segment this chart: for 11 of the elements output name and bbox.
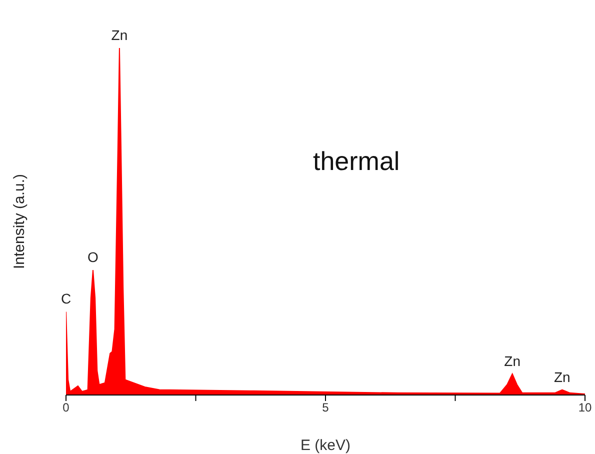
annotation: Zn [111, 27, 128, 43]
annotation: thermal [313, 146, 400, 177]
annotation: C [60, 290, 72, 307]
annotation: Zn [504, 352, 521, 369]
x-tick-label: 0 [62, 400, 70, 415]
annotation: Zn [554, 368, 570, 385]
x-tick-label: 10 [578, 400, 592, 415]
y-axis-title: Intensity (a.u.) [12, 174, 29, 270]
x-axis-title: E (keV) [300, 437, 351, 454]
x-tick-label: 5 [322, 400, 330, 415]
annotation: O [88, 249, 99, 266]
